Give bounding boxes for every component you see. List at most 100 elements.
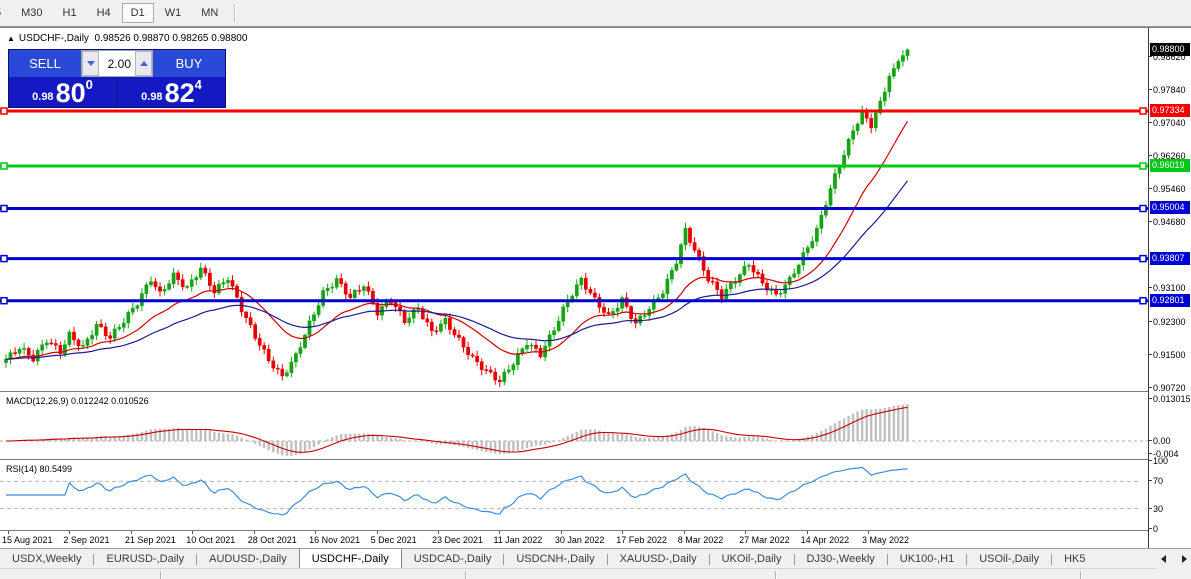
line-handle[interactable] [0,296,8,305]
line-handle[interactable] [1139,204,1147,213]
axis-tick-label: 0.92300 [1149,316,1186,328]
date-axis-label: 23 Dec 2021 [432,535,484,545]
line-handle[interactable] [0,162,8,170]
chart-window: 0.98620 0.97840 0.97040 0.96260 0.95460 0.946… [0,27,1191,550]
status-strip [0,568,1191,579]
timeframe-button-5[interactable]: 5 [0,3,10,23]
axis-tick-label: 0.97040 [1149,117,1186,129]
timeframe-button-h1[interactable]: H1 [62,7,77,19]
axis-tick-label: 100 [1149,455,1168,467]
axis-tick-label: 0.97840 [1149,84,1186,96]
price-scale: 0.98620 0.97840 0.97040 0.96260 0.95460 0.946… [1148,28,1191,549]
chart-tab-usdcnhdaily[interactable]: USDCNH-,Daily [516,553,595,565]
chart-tab-ukoildaily[interactable]: UKOil-,Daily [721,553,782,565]
volume-increase-button[interactable] [135,51,152,76]
date-axis-label: 30 Jan 2022 [554,535,605,545]
tab-separator [606,553,608,565]
tab-separator [793,553,795,565]
chevron-up-icon [139,61,148,66]
line-handle[interactable] [0,107,8,115]
timeframe-button-m30[interactable]: M30 [21,7,43,19]
date-axis-label: 8 Mar 2022 [677,535,724,545]
axis-tick-label: 70 [1149,475,1163,487]
chart-tab-eurusddaily[interactable]: EURUSD-,Daily [106,553,185,565]
line-handle[interactable] [1139,296,1147,305]
line-handle[interactable] [0,254,8,263]
price-chart-canvas[interactable] [0,28,1148,530]
macd-pane [0,404,1148,457]
tab-separator [503,553,505,565]
chart-tab-usdchfdaily[interactable]: USDCHF-,Daily [298,549,402,569]
date-axis[interactable]: 15 Aug 2021 2 Sep 2021 21 Sep 2021 10 Oct 2… [0,530,1148,550]
chart-tab-xauusddaily[interactable]: XAUUSD-,Daily [619,553,697,565]
buy-button[interactable]: BUY [153,50,225,77]
volume-field[interactable]: 2.00 [99,51,135,76]
ask-price-display[interactable]: 0.98 82 4 [118,77,225,107]
chevron-down-icon [86,61,95,66]
bid-big-digits: 80 [55,78,86,108]
line-handle[interactable] [1139,162,1147,170]
axis-price-tag: 0.98800 [1150,42,1190,56]
rsi-pane [0,466,1140,516]
date-tick [69,531,71,534]
chart-tab-usdcaddaily[interactable]: USDCAD-,Daily [413,553,492,565]
date-axis-label: 2 Sep 2021 [63,535,110,545]
line-handle[interactable] [1139,254,1147,263]
tabs-scroll-right-icon[interactable] [1182,555,1187,563]
date-axis-label: 3 May 2022 [862,535,910,545]
chart-symbol-label: USDCHF-,Daily [18,33,89,44]
ask-pip-digit: 4 [194,77,202,92]
status-separator [465,571,467,579]
date-axis-label: 15 Aug 2021 [2,535,53,545]
axis-tick-label: -0.004 [1149,448,1179,460]
timeframe-button-w1[interactable]: W1 [164,7,182,19]
bid-price-display[interactable]: 0.98 80 0 [9,77,116,107]
tabs-scroll-left-icon[interactable] [1161,555,1166,563]
date-tick [622,531,624,534]
date-tick [560,531,562,534]
chart-tab-dj30weekly[interactable]: DJ30-,Weekly [806,553,875,565]
axis-price-tag: 0.97334 [1150,104,1190,117]
sell-button[interactable]: SELL [9,50,81,77]
chart-tab-usoildaily[interactable]: USOil-,Daily [979,553,1040,565]
axis-price-tag: 0.95004 [1150,201,1190,215]
line-handle[interactable] [1139,107,1147,115]
date-axis-label: 14 Apr 2022 [800,535,850,545]
date-axis-label: 27 Mar 2022 [739,535,790,545]
chart-tab-usdxweekly[interactable]: USDX,Weekly [12,553,82,565]
axis-tick-label: 0.013015 [1149,393,1191,405]
chart-tab-hk5[interactable]: HK5 [1064,553,1086,565]
date-tick [868,531,870,534]
candles-group [4,48,910,388]
chart-tabs-bar: USDX,Weekly EURUSD-,Daily AUDUSD-,Daily USD… [0,548,1191,569]
axis-price-tag: 0.92801 [1150,293,1190,307]
volume-stepper: 2.00 [81,50,153,77]
axis-price-tag: 0.96019 [1150,159,1190,173]
tab-separator [1051,553,1053,565]
volume-decrease-button[interactable] [82,51,99,76]
chart-ohlc-values: 0.98526 0.98870 0.98265 0.98800 [94,33,248,44]
toolbar-separator [234,4,237,22]
timeframe-button-mn[interactable]: MN [201,7,219,19]
date-axis-label: 21 Sep 2021 [124,535,176,545]
date-axis-label: 10 Oct 2021 [186,535,236,545]
collapse-panel-icon[interactable]: ▲ [7,34,15,43]
axis-tick-label: 0.93100 [1149,282,1186,294]
date-tick [806,531,808,534]
tab-separator [708,553,710,565]
line-handle[interactable] [0,204,8,213]
axis-tick-label: 0.00 [1149,435,1171,447]
tab-separator [93,553,95,565]
rsi-indicator-label: RSI(14) 80.5499 [6,464,73,474]
chart-tab-uk100h1[interactable]: UK100-,H1 [899,553,955,565]
axis-tick-label: 0.96260 [1149,150,1186,162]
timeframe-button-h4[interactable]: H4 [96,7,111,19]
date-tick [130,531,132,534]
axis-tick-label: 30 [1149,503,1163,515]
chart-tab-audusddaily[interactable]: AUDUSD-,Daily [209,553,287,565]
date-tick [438,531,439,534]
timeframe-button-d1[interactable]: D1 [121,3,154,23]
date-tick [376,531,378,534]
ask-big-digits: 82 [164,78,195,108]
